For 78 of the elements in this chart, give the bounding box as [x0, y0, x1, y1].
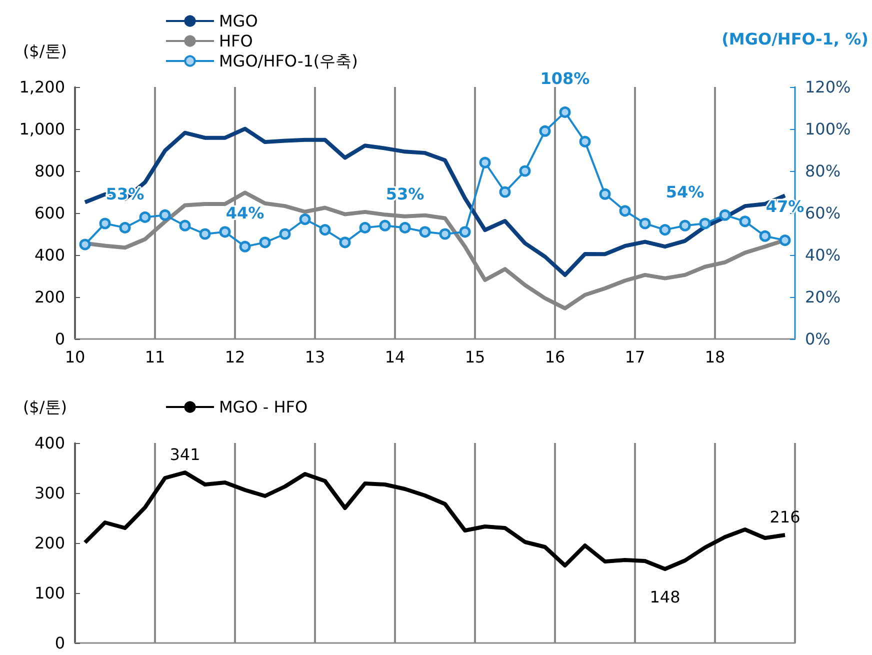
point: [459, 226, 471, 238]
data-label: 108%: [540, 68, 590, 88]
point: [719, 209, 731, 221]
y-tick-label: 200: [34, 288, 65, 306]
x-tick-label: 10: [64, 348, 86, 366]
point: [439, 228, 451, 240]
x-tick-label: 15: [464, 348, 486, 366]
data-label: 341: [170, 445, 200, 464]
point: [279, 228, 291, 240]
point: [139, 211, 151, 223]
point: [259, 236, 271, 248]
point: [199, 228, 211, 240]
y2-tick-label: 0%: [805, 330, 830, 348]
y-tick-label: 800: [34, 162, 65, 180]
y-tick-label: 300: [34, 484, 65, 502]
point: [239, 240, 251, 252]
point: [419, 226, 431, 238]
point: [479, 156, 491, 168]
y2-tick-label: 80%: [805, 162, 841, 180]
y-tick-label: 1,000: [19, 120, 65, 138]
legend-label: MGO/HFO-1(우축): [219, 52, 358, 70]
y2-tick-label: 40%: [805, 246, 841, 264]
point: [219, 226, 231, 238]
point: [399, 222, 411, 234]
point: [559, 106, 571, 118]
point: [79, 238, 91, 250]
y2-tick-label: 100%: [805, 120, 851, 138]
point: [339, 236, 351, 248]
data-label: 44%: [226, 203, 264, 222]
point: [539, 125, 551, 137]
point: [119, 222, 131, 234]
point: [159, 209, 171, 221]
y-tick-label: 600: [34, 204, 65, 222]
x-tick-label: 12: [224, 348, 246, 366]
x-tick-label: 17: [624, 348, 646, 366]
y-tick-label: 0: [54, 634, 65, 652]
data-label: 53%: [386, 184, 424, 204]
point: [779, 234, 791, 246]
x-tick-label: 18: [704, 348, 726, 366]
legend-label: HFO: [219, 32, 253, 50]
y-tick-label: 400: [34, 246, 65, 264]
x-tick-label: 14: [384, 348, 406, 366]
point: [599, 188, 611, 200]
point: [179, 220, 191, 232]
y-tick-label: 0: [54, 330, 65, 348]
point: [499, 186, 511, 198]
data-label: 148: [650, 588, 680, 606]
point: [359, 222, 371, 234]
y-axis-title: ($/톤): [22, 398, 67, 416]
y-axis-title: ($/톤): [22, 42, 67, 60]
y2-tick-label: 20%: [805, 288, 841, 306]
y-tick-label: 200: [34, 534, 65, 552]
x-tick-label: 11: [144, 348, 166, 366]
point: [679, 220, 691, 232]
point: [739, 216, 751, 228]
data-label: 54%: [666, 182, 704, 202]
x-tick-label: 16: [544, 348, 566, 366]
legend-label: MGO: [219, 12, 258, 30]
point: [519, 165, 531, 177]
point: [579, 136, 591, 148]
point: [639, 218, 651, 230]
point: [299, 214, 311, 226]
y2-tick-label: 60%: [805, 204, 841, 222]
y-tick-label: 1,200: [19, 78, 65, 96]
point: [759, 230, 771, 242]
data-label: 216: [770, 508, 800, 526]
point: [379, 220, 391, 232]
x-tick-label: 13: [304, 348, 326, 366]
point: [659, 224, 671, 236]
point: [619, 205, 631, 217]
point: [319, 224, 331, 236]
point: [699, 218, 711, 230]
y2-tick-label: 120%: [805, 78, 851, 96]
legend-label: MGO - HFO: [219, 398, 308, 416]
y2-axis-title: (MGO/HFO-1, %): [722, 30, 868, 48]
point: [99, 218, 111, 230]
y-tick-label: 400: [34, 434, 65, 452]
y-tick-label: 100: [34, 584, 65, 602]
